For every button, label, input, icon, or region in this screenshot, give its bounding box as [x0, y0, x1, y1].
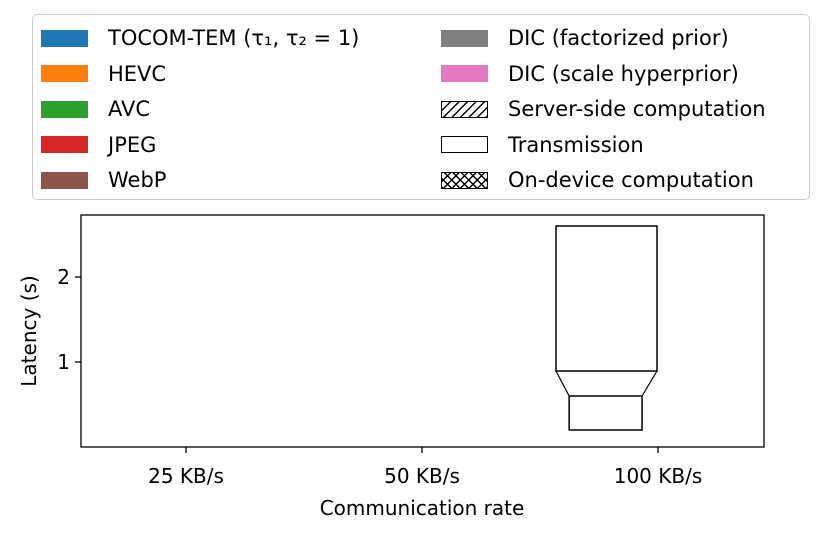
legend-item: HEVC: [41, 61, 166, 87]
legend-swatch: [441, 171, 488, 189]
legend-item: On-device computation: [441, 167, 754, 193]
legend-swatch: [41, 65, 88, 83]
y-axis-label: Latency (s): [17, 275, 41, 386]
legend-item: WebP: [41, 167, 166, 193]
x-tick-label: 25 KB/s: [148, 464, 224, 488]
x-tick-label: 100 KB/s: [614, 464, 703, 488]
y-tick-label: 2: [57, 265, 70, 289]
legend-item: DIC (scale hyperprior): [441, 61, 739, 87]
legend-item: DIC (factorized prior): [441, 25, 729, 51]
zoom-connector-left: [555, 370, 570, 397]
legend-swatch: [41, 136, 88, 154]
y-tick-label: 1: [57, 350, 70, 374]
x-axis-label: Communication rate: [320, 496, 525, 520]
legend-swatch: [41, 100, 88, 118]
legend-label: WebP: [108, 168, 167, 193]
legend-swatch: [41, 171, 88, 189]
legend-swatch: [441, 100, 488, 118]
legend-swatch: [41, 29, 88, 47]
zoom-source-box: [568, 395, 643, 431]
legend-label: Server-side computation: [508, 97, 766, 122]
legend-item: TOCOM-TEM (τ₁, τ₂ = 1): [41, 25, 359, 51]
legend-item: AVC: [41, 96, 150, 122]
legend-item: Server-side computation: [441, 96, 766, 122]
legend-item: JPEG: [41, 132, 156, 158]
legend-label: Transmission: [508, 132, 644, 157]
inset-background: [556, 226, 657, 371]
legend-label: AVC: [108, 97, 151, 122]
x-tick-label: 50 KB/s: [384, 464, 460, 488]
chart-legend: TOCOM-TEM (τ₁, τ₂ = 1) HEVC AVC JPEG WebP DIC…: [32, 14, 810, 200]
legend-item: Transmission: [441, 132, 644, 158]
legend-label: DIC (scale hyperprior): [508, 61, 739, 86]
legend-label: HEVC: [108, 61, 167, 86]
legend-label: On-device computation: [508, 168, 754, 193]
legend-label: JPEG: [108, 132, 157, 157]
legend-swatch: [441, 136, 488, 154]
legend-label: TOCOM-TEM (τ₁, τ₂ = 1): [108, 26, 360, 50]
plot-frame: [80, 214, 765, 448]
legend-swatch: [441, 29, 488, 47]
legend-swatch: [441, 65, 488, 83]
inset-frame: [555, 225, 658, 372]
legend-label: DIC (factorized prior): [508, 26, 729, 50]
zoom-connector-right: [641, 370, 658, 397]
